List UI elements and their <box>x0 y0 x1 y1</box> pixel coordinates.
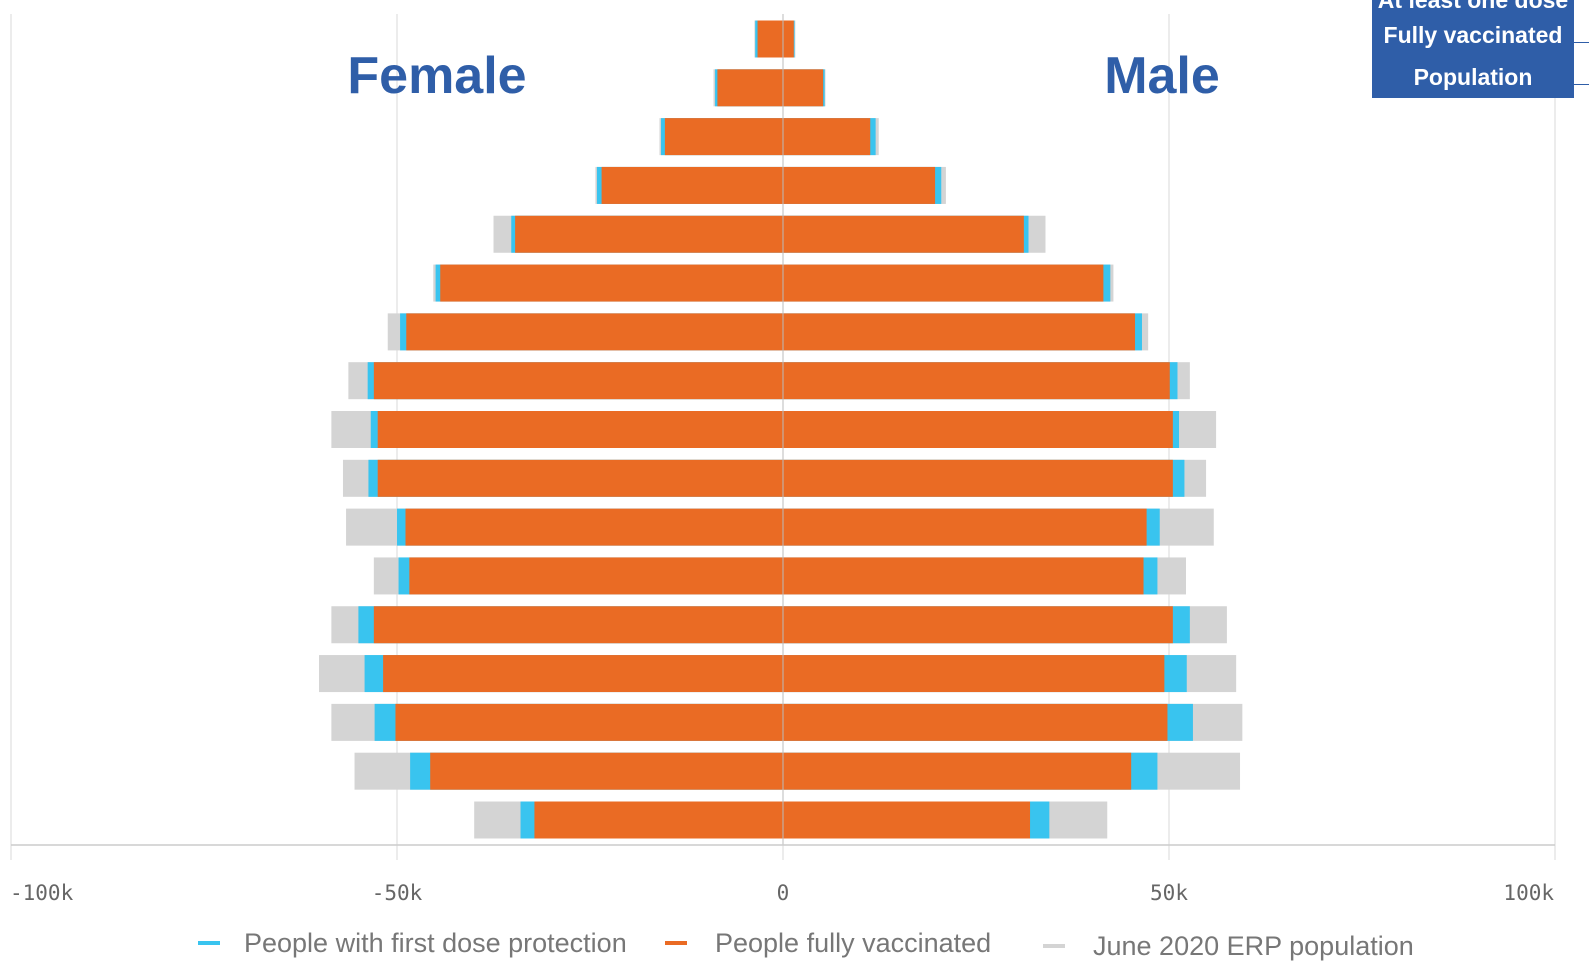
female-side-label: Female <box>347 47 526 105</box>
overlay-legend-box: At least one dose Fully vaccinated Popul… <box>1372 0 1589 98</box>
female-fully-bar <box>373 606 783 644</box>
overlay-legend-divider <box>1574 42 1589 43</box>
female-fully-bar <box>757 20 783 58</box>
x-tick-label: 100k <box>1503 881 1554 905</box>
male-fully-bar <box>783 752 1132 790</box>
male-fully-bar <box>783 69 824 107</box>
female-fully-bar <box>717 69 783 107</box>
legend-label-population: June 2020 ERP population <box>1093 931 1414 961</box>
male-fully-bar <box>783 166 936 204</box>
x-tick-label: -100k <box>10 881 74 905</box>
female-fully-bar <box>440 264 783 302</box>
female-fully-bar <box>406 313 783 351</box>
legend-label-first-dose: People with first dose protection <box>244 928 627 958</box>
male-side-label: Male <box>1104 47 1220 105</box>
female-fully-bar <box>409 557 783 595</box>
overlay-legend-fully-vaccinated: Fully vaccinated <box>1383 22 1563 48</box>
overlay-legend-divider <box>1574 84 1589 85</box>
male-fully-bar <box>783 655 1165 693</box>
female-fully-bar <box>405 508 783 546</box>
overlay-legend-first-dose: At least one dose <box>1377 0 1569 13</box>
male-fully-bar <box>783 313 1136 351</box>
female-fully-bar <box>515 215 783 253</box>
female-fully-bar <box>395 703 783 741</box>
male-fully-bar <box>783 801 1031 839</box>
female-fully-bar <box>377 411 783 448</box>
female-fully-bar <box>534 801 783 839</box>
chart-bars <box>319 14 1243 845</box>
female-fully-bar <box>430 752 783 790</box>
male-fully-bar <box>783 215 1024 253</box>
male-fully-bar <box>783 362 1170 400</box>
male-fully-bar <box>783 606 1173 644</box>
male-fully-bar <box>783 508 1147 546</box>
male-fully-bar <box>783 459 1173 497</box>
female-fully-bar <box>373 362 783 400</box>
legend-label-fully: People fully vaccinated <box>715 928 991 958</box>
female-fully-bar <box>601 166 783 204</box>
x-tick-label: -50k <box>372 881 423 905</box>
overlay-legend-population: Population <box>1413 64 1533 90</box>
female-fully-bar <box>377 459 783 497</box>
female-fully-bar <box>383 655 783 693</box>
x-axis: -100k -50k 0 50k 100k <box>10 844 1555 905</box>
x-tick-label: 50k <box>1150 881 1188 905</box>
male-fully-bar <box>783 20 794 58</box>
chart-legend: People with first dose protection People … <box>198 928 1414 961</box>
male-fully-bar <box>783 118 871 156</box>
male-fully-bar <box>783 264 1104 302</box>
male-fully-bar <box>783 557 1144 595</box>
male-fully-bar <box>783 703 1168 741</box>
female-fully-bar <box>664 118 783 156</box>
x-tick-label: 0 <box>777 881 790 905</box>
male-fully-bar <box>783 411 1173 448</box>
